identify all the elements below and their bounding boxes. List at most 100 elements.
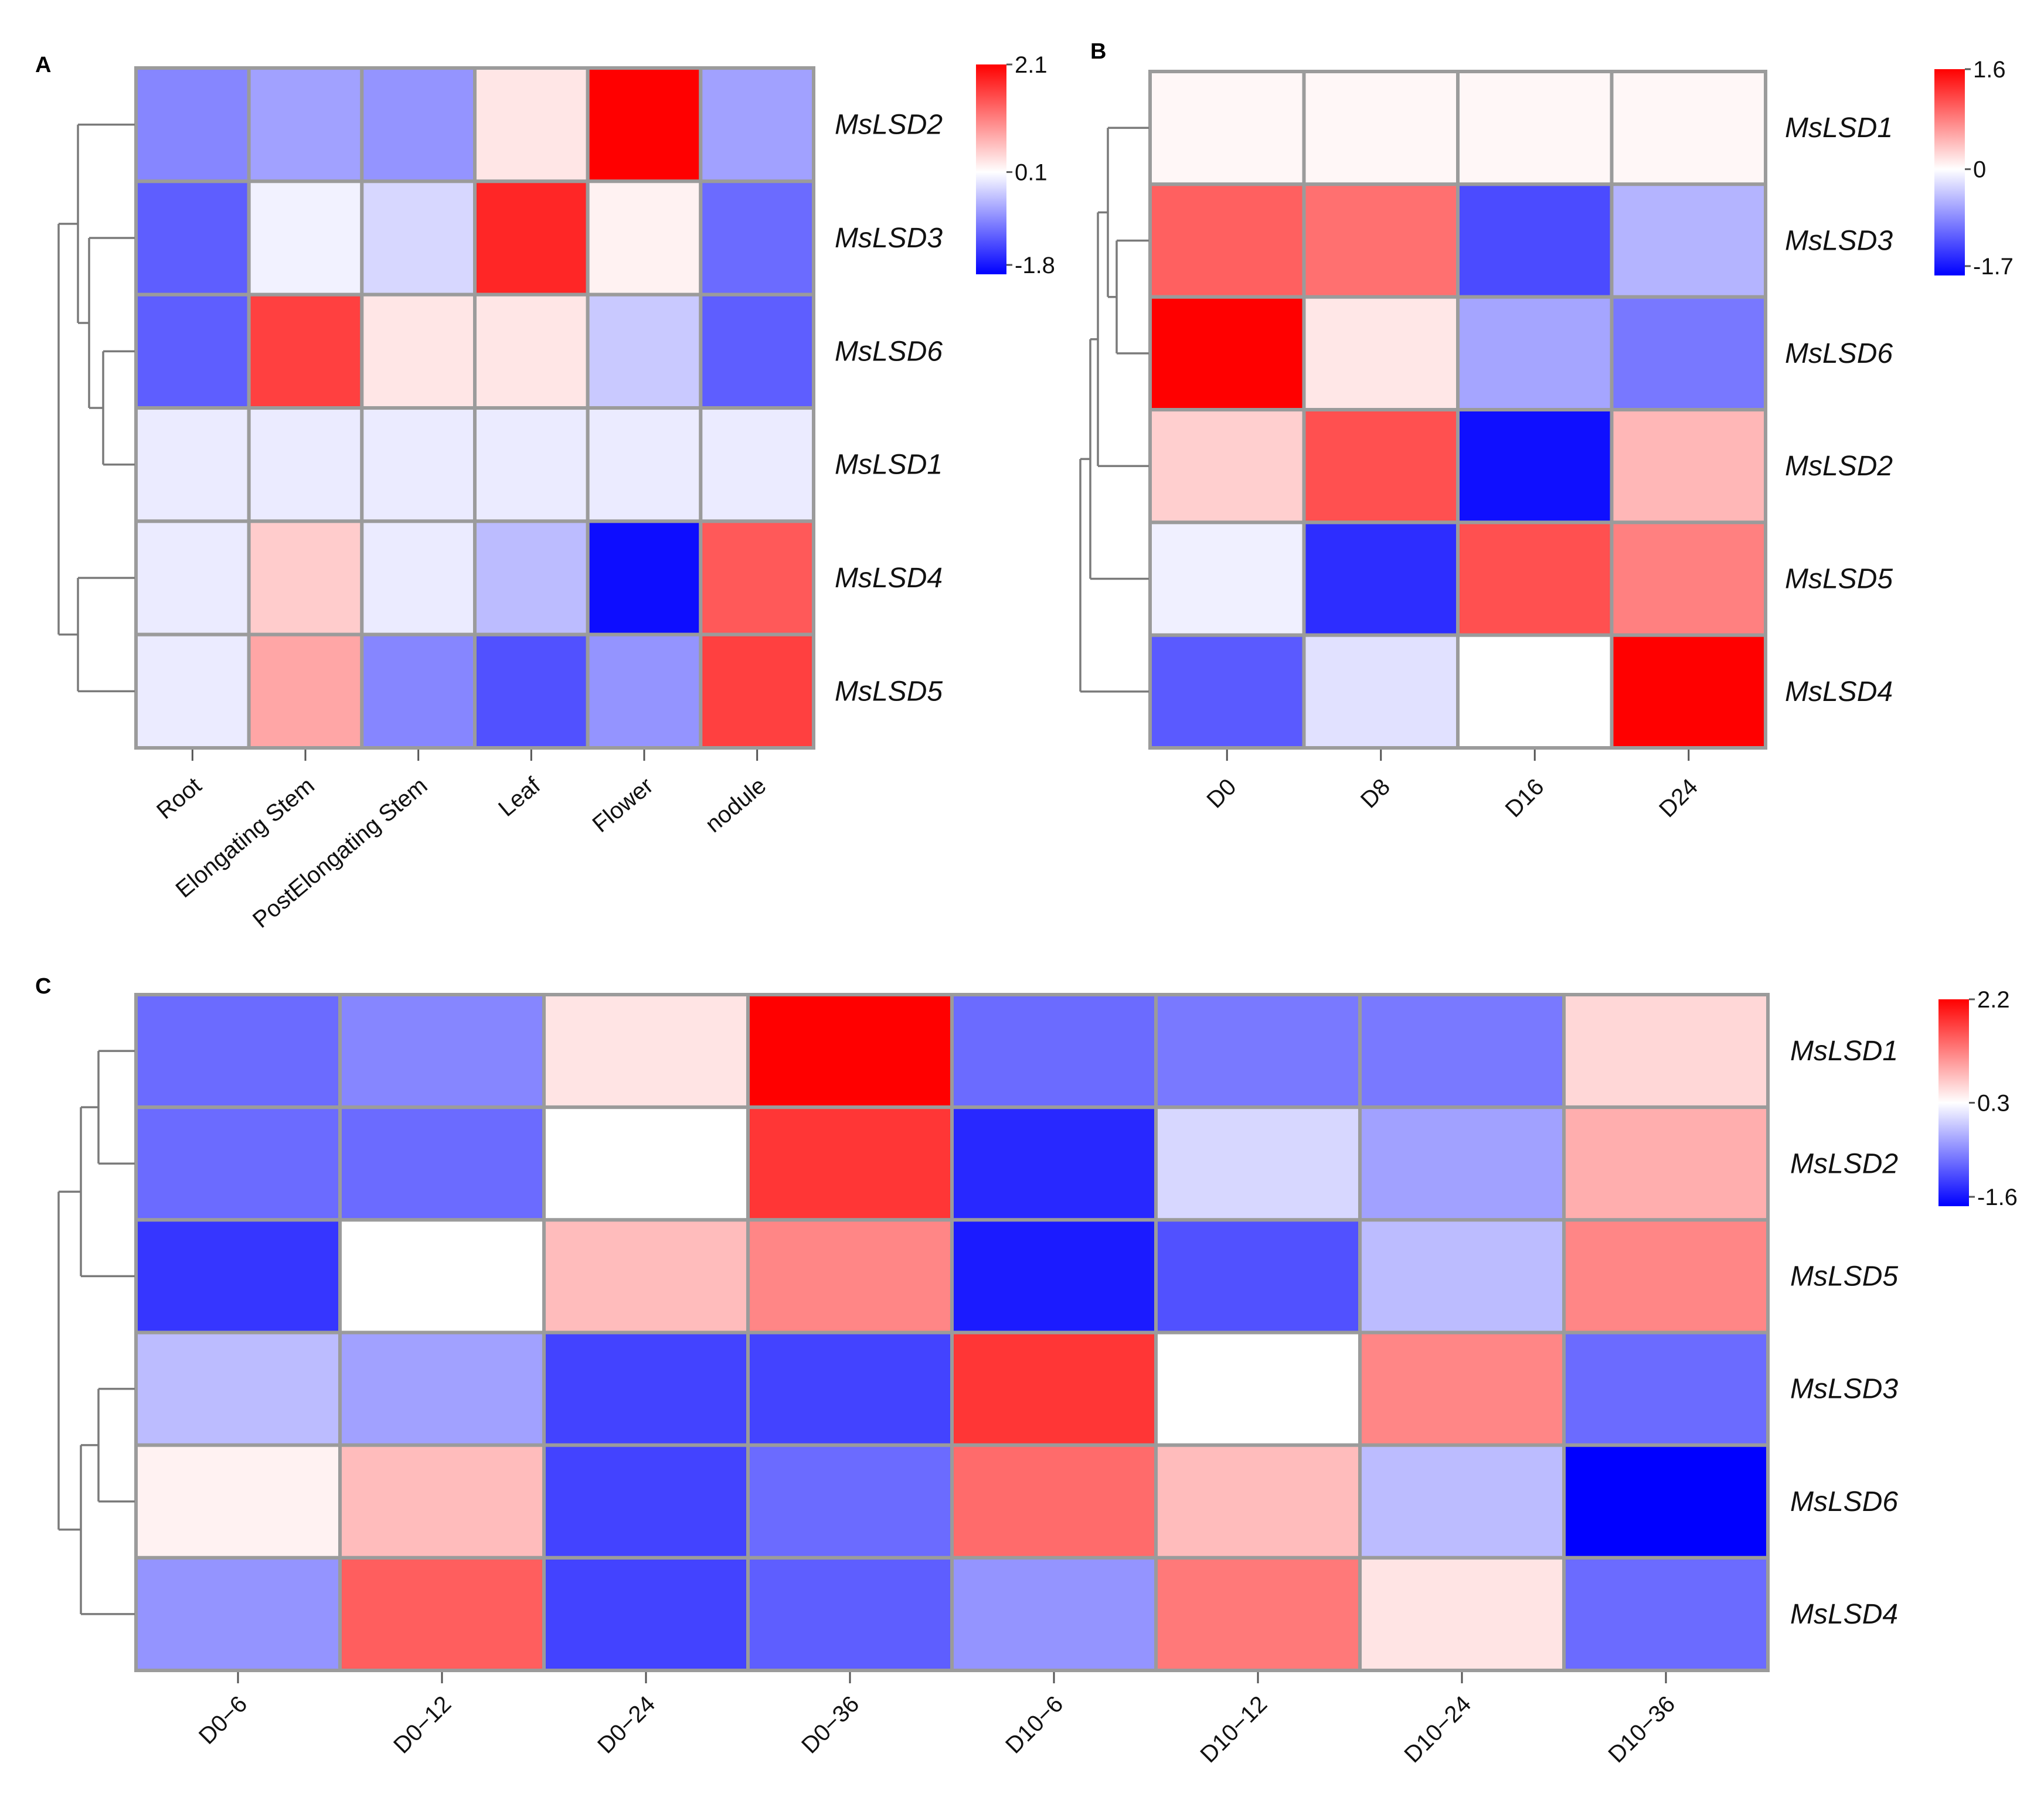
heatmap-cell [586, 632, 703, 750]
heatmap-cell [1302, 408, 1460, 525]
heatmap-cell [473, 66, 590, 183]
heatmap-cell [950, 1556, 1158, 1672]
colorbar-min-label: -1.7 [1973, 254, 2014, 280]
column-label: Flower [588, 772, 658, 838]
heatmap-cell [338, 1556, 546, 1672]
heatmap-frame [134, 993, 1770, 1672]
row-label: MsLSD4 [835, 563, 943, 594]
heatmap-cell [360, 66, 477, 183]
heatmap-cell [134, 292, 251, 410]
heatmap-cell [360, 519, 477, 637]
heatmap-cell [746, 1556, 954, 1672]
heatmap-cell [1148, 70, 1306, 186]
column-label: D10−12 [1195, 1691, 1272, 1768]
panel-label-b: B [1090, 39, 1106, 64]
heatmap-cell [699, 66, 816, 183]
column-label: D0−24 [593, 1691, 660, 1758]
heatmap-cell [1610, 70, 1767, 186]
column-label: D8 [1356, 774, 1395, 813]
colorbar [1938, 999, 1969, 1206]
heatmap-cell [542, 1443, 750, 1560]
heatmap-cell [360, 292, 477, 410]
heatmap-cell [1562, 1556, 1770, 1672]
heatmap-cell [247, 632, 364, 750]
heatmap-cell [1154, 993, 1362, 1109]
row-label: MsLSD1 [1790, 1036, 1898, 1067]
heatmap-cell [1562, 993, 1770, 1109]
row-label: MsLSD5 [1785, 564, 1893, 595]
colorbar-max-label: 2.2 [1977, 987, 2010, 1013]
column-label: D24 [1654, 774, 1703, 822]
heatmap-cell [1610, 408, 1767, 525]
heatmap-cell [473, 292, 590, 410]
column-label: Root [152, 772, 206, 824]
column-label: D10−24 [1399, 1691, 1476, 1768]
column-label: D0−12 [389, 1691, 456, 1758]
heatmap-cell [1456, 520, 1614, 637]
heatmap-cell [699, 632, 816, 750]
colorbar-min-label: -1.6 [1977, 1185, 2018, 1210]
row-label: MsLSD2 [1785, 451, 1893, 482]
heatmap-cell [247, 292, 364, 410]
column-label: D16 [1501, 774, 1549, 822]
heatmap-cell [699, 519, 816, 637]
heatmap-cell [542, 1105, 750, 1222]
heatmap-cell [1154, 1105, 1362, 1222]
heatmap-cell [134, 1443, 342, 1560]
row-label: MsLSD4 [1790, 1599, 1898, 1630]
heatmap-cell [1456, 408, 1614, 525]
heatmap-cell [542, 1556, 750, 1672]
heatmap-cell [586, 519, 703, 637]
heatmap-cell [950, 993, 1158, 1109]
heatmap-cell [1154, 1443, 1362, 1560]
row-label: MsLSD1 [1785, 113, 1893, 144]
heatmap-cell [1456, 633, 1614, 750]
heatmap-cell [746, 1330, 954, 1447]
heatmap-cell [473, 179, 590, 297]
heatmap-cell [542, 1218, 750, 1335]
colorbar-mid-label: 0.3 [1977, 1091, 2010, 1117]
heatmap-cell [1562, 1218, 1770, 1335]
heatmap-cell [586, 179, 703, 297]
row-label: MsLSD2 [1790, 1148, 1898, 1179]
row-label: MsLSD6 [835, 336, 943, 367]
heatmap-cell [1456, 182, 1614, 299]
heatmap-cell [134, 632, 251, 750]
heatmap-cell [1610, 182, 1767, 299]
heatmap-cell [542, 1330, 750, 1447]
column-label: D10−6 [1001, 1691, 1068, 1758]
colorbar [976, 64, 1006, 274]
column-label: D0−36 [797, 1691, 864, 1758]
heatmap-cell [134, 66, 251, 183]
heatmap-cell [1358, 1443, 1566, 1560]
heatmap-cell [1358, 1105, 1566, 1222]
heatmap-cell [1456, 70, 1614, 186]
heatmap-cell [586, 66, 703, 183]
column-label: nodule [700, 772, 771, 838]
row-label: MsLSD3 [835, 223, 943, 254]
colorbar [1934, 69, 1965, 275]
heatmap-cell [950, 1218, 1158, 1335]
heatmap-cell [1358, 993, 1566, 1109]
heatmap-cell [1302, 70, 1460, 186]
row-label: MsLSD5 [1790, 1261, 1898, 1292]
heatmap-cell [1610, 520, 1767, 637]
heatmap-cell [1302, 182, 1460, 299]
heatmap-cell [360, 406, 477, 523]
heatmap-cell [338, 1443, 546, 1560]
heatmap-cell [134, 993, 342, 1109]
heatmap-cell [134, 179, 251, 297]
heatmap-cell [1302, 520, 1460, 637]
heatmap-cell [1148, 633, 1306, 750]
heatmap-cell [950, 1105, 1158, 1222]
heatmap-cell [134, 1556, 342, 1672]
heatmap-cell [950, 1330, 1158, 1447]
heatmap-frame [1148, 70, 1767, 750]
heatmap-cell [1358, 1330, 1566, 1447]
heatmap-cell [699, 292, 816, 410]
heatmap-cell [247, 66, 364, 183]
heatmap-panel-c: MsLSD1 MsLSD2 MsLSD5 MsLSD3 MsLSD6 MsLSD4 D0−6… [57, 987, 2018, 1768]
heatmap-cell [473, 632, 590, 750]
heatmap-cell [746, 1105, 954, 1222]
